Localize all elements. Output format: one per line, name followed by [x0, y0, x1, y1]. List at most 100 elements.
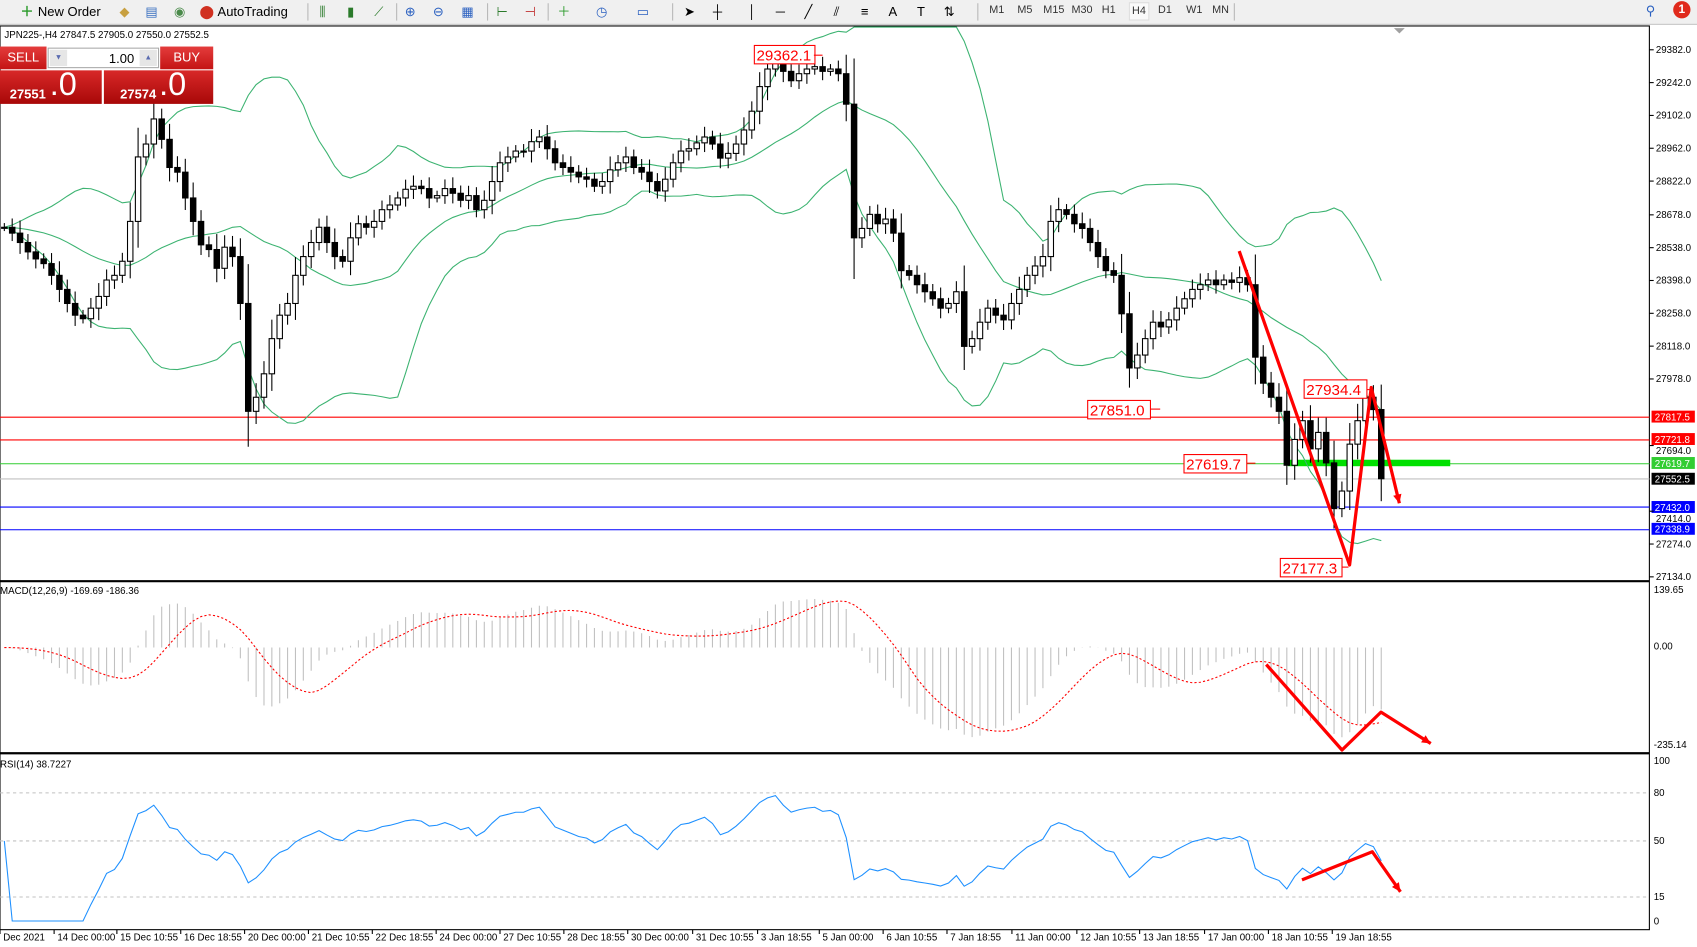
chart-shift-marker[interactable] [1393, 28, 1405, 34]
candle [1228, 272, 1235, 290]
metaeditor-icon[interactable]: ◆ [119, 4, 130, 20]
autoscroll-icon[interactable]: ⊢ [496, 4, 508, 20]
tile-windows-icon[interactable]: ▦ [461, 4, 474, 20]
search-icon[interactable]: ⚲ [1645, 3, 1656, 19]
candle-body [984, 307, 992, 323]
timeframe-w1[interactable]: W1 [1186, 4, 1203, 17]
chart-shift-icon[interactable]: ⊣ [524, 4, 536, 20]
zoom-out-icon[interactable]: ⊖ [432, 4, 444, 20]
timeframe-h4[interactable]: H4 [1128, 2, 1150, 21]
lot-size-input[interactable]: 1.00 [108, 50, 135, 67]
candle [174, 156, 181, 183]
sell-button[interactable]: SELL [0, 46, 47, 70]
buy-button[interactable]: BUY [160, 46, 214, 70]
candle [166, 123, 173, 182]
candle-body [276, 314, 283, 340]
lot-decrease-icon[interactable]: ▼ [49, 49, 68, 67]
candle [701, 126, 708, 153]
candle-body [528, 141, 535, 152]
templates-icon[interactable]: ▭ [636, 4, 650, 20]
candle-body [567, 166, 575, 173]
new-order-button[interactable]: ＋ New Order [19, 2, 101, 21]
candle [425, 177, 433, 209]
timeframe-m15[interactable]: M15 [1043, 4, 1065, 17]
notification-badge[interactable]: 1 [1673, 1, 1691, 19]
candle-body [1055, 209, 1062, 222]
candle-body [1118, 274, 1125, 315]
level-price-label: 27338.9 [1655, 525, 1690, 536]
autotrading-button[interactable]: ⬤ AutoTrading [199, 2, 287, 21]
candle [1149, 310, 1157, 350]
candle-body [709, 136, 716, 145]
terminal-icon[interactable]: ▤ [145, 4, 158, 20]
candlestick-icon[interactable]: ▮ [347, 4, 355, 20]
candle-body [638, 166, 645, 173]
candle [709, 130, 716, 150]
candle [48, 253, 55, 285]
timeframe-m30[interactable]: M30 [1071, 4, 1093, 17]
candle-body [457, 192, 464, 201]
trendline-icon[interactable]: ╱ [804, 4, 813, 20]
lot-increase-icon[interactable]: ▲ [139, 49, 157, 67]
candle [87, 297, 95, 328]
candle-body [575, 171, 582, 178]
text-label-icon[interactable]: T [917, 4, 925, 20]
macd-tick-label: 139.65 [1654, 585, 1684, 596]
candle-body [1220, 279, 1228, 286]
equidistant-channel-icon[interactable]: ⫽ [833, 4, 840, 20]
level-price-tag [1651, 433, 1695, 445]
candle [64, 279, 71, 313]
candle-body [1283, 410, 1291, 466]
buy-price-button[interactable]: 27574 .0 [103, 67, 214, 104]
candle [1023, 266, 1031, 297]
rsi-tick-label: 100 [1654, 756, 1671, 767]
timeframe-d1[interactable]: D1 [1158, 4, 1172, 17]
candle-body [1165, 319, 1173, 328]
sell-price-button[interactable]: 27551 .0 [0, 67, 102, 104]
cursor-icon[interactable]: ➤ [683, 4, 695, 20]
time-tick-label: 18 Jan 10:55 [1272, 932, 1328, 943]
timeframe-m1[interactable]: M1 [989, 4, 1005, 17]
candle [913, 265, 921, 294]
timeframe-mn[interactable]: MN [1212, 4, 1229, 17]
candle-body [1291, 438, 1298, 466]
horizontal-line-icon[interactable]: ─ [775, 4, 785, 20]
time-tick-label: 31 Dec 10:55 [696, 932, 754, 943]
timeframe-h1[interactable]: H1 [1101, 4, 1116, 17]
candle [819, 56, 826, 81]
candle-body [260, 373, 268, 398]
text-icon[interactable]: A [888, 4, 898, 20]
price-tick-label: 28258.0 [1656, 309, 1692, 320]
candle [402, 179, 409, 207]
candle-body [630, 156, 638, 169]
timeframe-m5[interactable]: M5 [1017, 4, 1033, 17]
crosshair-icon[interactable]: ┼ [712, 4, 723, 20]
bar-chart-icon[interactable]: ⫼ [319, 4, 326, 20]
candle-body [536, 136, 543, 143]
candle-body [16, 232, 24, 244]
periods-icon[interactable]: ◷ [596, 4, 608, 20]
indicators-icon[interactable]: ＋ [557, 4, 571, 20]
candle-body [803, 68, 811, 75]
candle-body [1071, 213, 1078, 225]
candle [347, 222, 354, 276]
candle [614, 155, 622, 177]
lot-size-stepper[interactable]: ▼ 1.00 ▲ [47, 47, 160, 69]
candle-body [740, 129, 748, 145]
signals-icon[interactable]: ◉ [173, 4, 186, 20]
zoom-in-icon[interactable]: ⊕ [404, 4, 416, 20]
candle-body [71, 302, 79, 316]
line-chart-icon[interactable]: ⟋ [374, 4, 384, 20]
candle [103, 269, 110, 306]
fibonacci-icon[interactable]: ≡ [860, 4, 869, 20]
candle-body [591, 178, 598, 187]
candle-body [913, 274, 921, 286]
candle-body [8, 226, 16, 234]
candle [984, 299, 992, 330]
vertical-line-icon[interactable]: │ [748, 4, 757, 20]
arrows-icon[interactable]: ⇅ [943, 4, 955, 20]
candle-body [95, 295, 102, 309]
candle-body [1181, 298, 1188, 309]
